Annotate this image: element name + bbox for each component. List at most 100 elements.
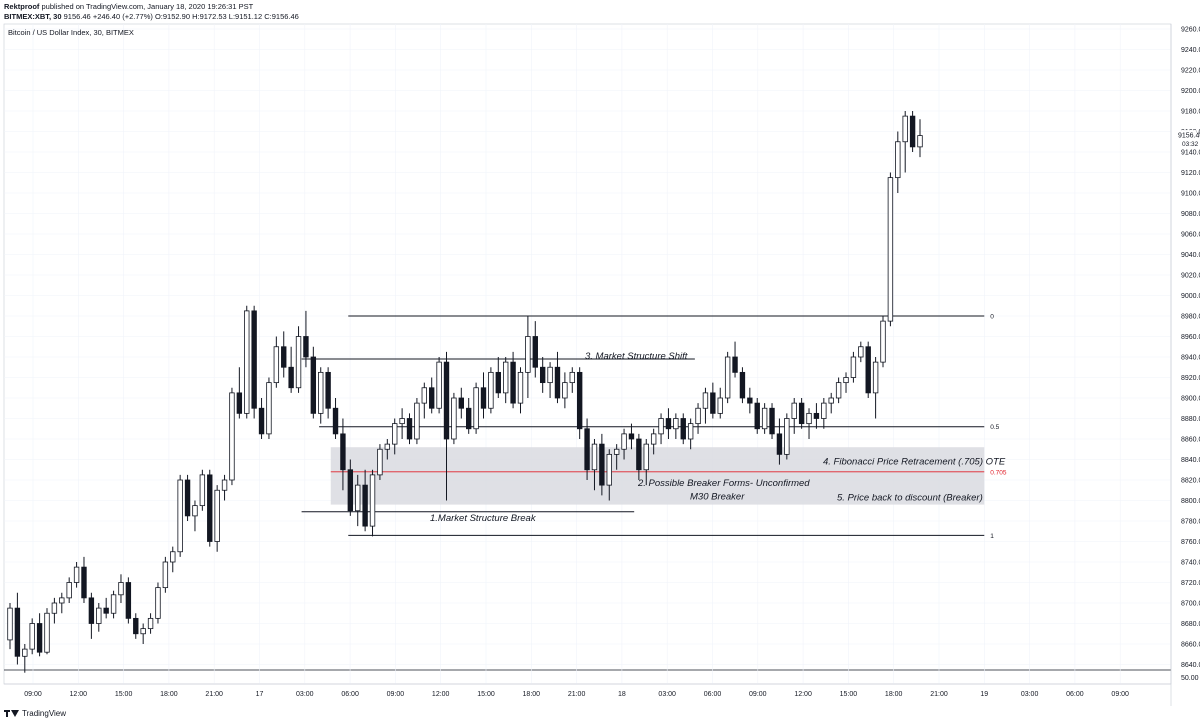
annotation-breaker-line2: M30 Breaker [690, 491, 745, 502]
price-tick-label: 8640.00 [1181, 662, 1200, 669]
candle-body [118, 582, 124, 596]
horizontal-lines[interactable] [301, 315, 985, 536]
fib-labels: 0 0.5 0.705 1 [990, 314, 1007, 540]
annotation-mss-break: 1.Market Structure Break [430, 513, 537, 524]
time-tick-label: 12:00 [794, 691, 812, 698]
symbol-name[interactable]: BITMEX:XBT, 30 [4, 12, 62, 21]
candle-body [162, 561, 169, 589]
price-change: +246.40 (+2.77%) [92, 12, 153, 21]
candle-body [895, 141, 901, 179]
candle-body [702, 392, 709, 409]
volume-scale-label: 50.00 [1181, 675, 1199, 682]
candle-body [88, 597, 95, 624]
price-tick-label: 9080.00 [1181, 211, 1200, 218]
footer: TradingView [4, 706, 66, 720]
candle-body [724, 356, 731, 399]
price-tick-label: 9100.00 [1181, 191, 1200, 198]
candle-body [784, 418, 790, 455]
candle-body [44, 612, 50, 653]
tradingview-logo-icon[interactable] [4, 708, 19, 718]
candle-body [51, 602, 58, 614]
time-tick-label: 12:00 [432, 691, 450, 698]
price-tick-label: 9000.00 [1181, 293, 1200, 300]
candle-body [547, 366, 553, 384]
time-tick-label: 09:00 [24, 691, 42, 698]
candle-body [7, 607, 13, 641]
candle-body [480, 387, 487, 409]
candle-body [258, 407, 265, 435]
candle-body [22, 648, 28, 657]
time-tick-label: 06:00 [704, 691, 722, 698]
annotation-fib-ote: 4. Fibonacci Price Retracement (.705) OT… [823, 457, 1006, 468]
candle-body [133, 617, 139, 635]
candle-body [466, 407, 472, 430]
candle-body [887, 177, 894, 322]
time-tick-label: 12:00 [70, 691, 88, 698]
fib-level-label: 0.5 [990, 424, 999, 431]
publisher-name[interactable]: Rektproof [4, 2, 40, 11]
candle-body [303, 336, 309, 358]
annotation-breaker-line1: 2. Possible Breaker Forms- Unconfirmed [637, 478, 810, 489]
time-tick-label: 15:00 [115, 691, 133, 698]
candle-body [680, 418, 686, 440]
candle-body [621, 433, 627, 450]
candle-body [695, 407, 701, 425]
time-tick-label: 18:00 [160, 691, 178, 698]
candle-body [170, 551, 176, 563]
time-axis[interactable]: 09:00 12:00 15:00 18:00 21:00 17 03:00 06:00 09:… [4, 683, 1171, 698]
price-tick-label: 8940.00 [1181, 355, 1200, 362]
time-tick-label: 17 [256, 691, 264, 698]
candle-body [473, 387, 479, 430]
candle-body [917, 135, 923, 148]
candle-body [451, 397, 457, 440]
annotations: 3. Market Structure Shift 4. Fibonacci Pr… [430, 351, 1006, 524]
price-tick-label: 8860.00 [1181, 437, 1200, 444]
price-tick-label: 8980.00 [1181, 314, 1200, 321]
price-axis[interactable]: 9260.009240.009220.009200.009180.009160.… [1170, 24, 1200, 706]
price-tick-label: 8880.00 [1181, 416, 1200, 423]
candle-body [791, 402, 797, 419]
candle-body [665, 418, 672, 430]
candle-body [798, 402, 805, 425]
price-tick-label: 8840.00 [1181, 457, 1200, 464]
candle-body [399, 418, 405, 425]
candle-body [532, 336, 538, 368]
candle-body [843, 377, 849, 384]
fib-level-label: 0.705 [990, 469, 1007, 476]
fib-level-label: 1 [990, 533, 994, 540]
candle-body [562, 382, 568, 399]
candle-body [776, 433, 783, 455]
time-tick-label: 21:00 [568, 691, 586, 698]
time-tick-label: 09:00 [387, 691, 405, 698]
candle-body [747, 397, 753, 404]
candle-body [199, 474, 206, 507]
candle-body [821, 402, 827, 419]
price-tick-label: 9140.00 [1181, 150, 1200, 157]
candle-body [732, 356, 738, 373]
time-tick-label: 18:00 [885, 691, 903, 698]
breaker-zone [330, 447, 985, 505]
annotation-mss-shift: 3. Market Structure Shift [585, 351, 688, 362]
price-tick-label: 9200.00 [1181, 88, 1200, 95]
candle-body [177, 479, 183, 553]
candle-body [251, 310, 257, 409]
candle-body [591, 443, 598, 471]
candle-body [310, 356, 317, 414]
time-tick-label: 21:00 [205, 691, 223, 698]
candle-body [81, 566, 87, 599]
candle-body [850, 356, 857, 378]
price-tick-label: 8800.00 [1181, 498, 1200, 505]
price-tick-label: 9020.00 [1181, 273, 1200, 280]
price-tick-label: 9240.00 [1181, 47, 1200, 54]
candle-body [332, 407, 339, 435]
published-text: published on TradingView.com, January 18… [41, 2, 254, 11]
candle-body [392, 423, 398, 445]
price-tick-label: 8700.00 [1181, 601, 1200, 608]
candle-body [488, 371, 494, 409]
candle-body [295, 336, 302, 389]
candle-body [502, 361, 509, 394]
candle-body [29, 623, 35, 650]
time-tick-label: 18:00 [523, 691, 541, 698]
candle-body [658, 418, 664, 435]
